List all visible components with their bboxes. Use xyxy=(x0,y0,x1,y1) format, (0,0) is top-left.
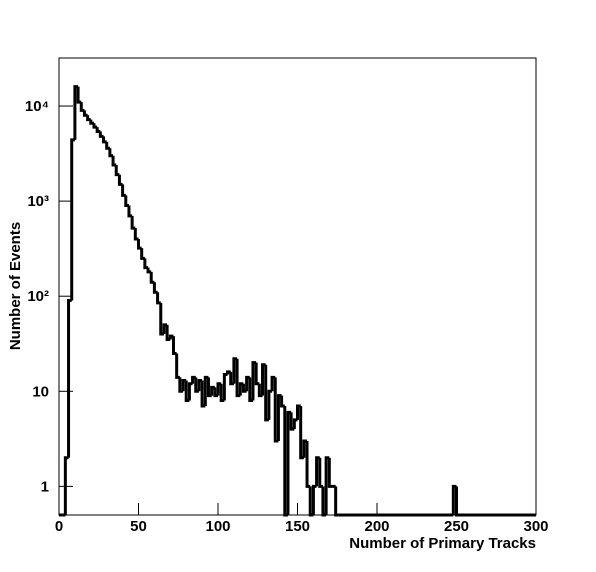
histogram-bin xyxy=(455,486,536,517)
x-tick-label: 250 xyxy=(444,518,469,535)
histogram-bin xyxy=(289,412,295,431)
histogram-bin xyxy=(311,484,317,515)
y-tick-label: 10² xyxy=(27,288,49,305)
histogram-bin xyxy=(102,136,107,144)
histogram-bin xyxy=(299,406,304,460)
y-tick-label: 10³ xyxy=(27,193,49,210)
histogram-bin xyxy=(140,248,145,260)
histogram-bin xyxy=(216,382,222,396)
histogram-bin xyxy=(159,302,164,336)
histogram-bin xyxy=(318,457,323,488)
histogram-bin xyxy=(162,323,168,335)
histogram-bin xyxy=(133,228,139,241)
histogram-bin xyxy=(152,282,158,294)
histogram-bin xyxy=(175,353,180,379)
histogram-bin xyxy=(286,410,292,515)
histogram-bin xyxy=(222,373,228,401)
histogram-bin xyxy=(130,215,136,230)
histogram-bin xyxy=(273,377,279,443)
histogram-bin xyxy=(114,164,120,177)
histogram-bin xyxy=(168,334,174,340)
histogram-bin xyxy=(92,123,98,129)
y-axis-label: Number of Events xyxy=(7,222,24,350)
x-tick-label: 300 xyxy=(523,518,548,535)
histogram-bin xyxy=(86,115,91,122)
histogram-bin xyxy=(334,486,339,517)
histogram-bin xyxy=(137,238,142,250)
histogram-bin xyxy=(67,299,72,458)
y-tick-label: 10 xyxy=(32,383,49,400)
histogram-bin xyxy=(124,195,129,207)
histogram-bin xyxy=(280,395,285,408)
histogram-bin xyxy=(98,131,104,138)
x-tick-label: 50 xyxy=(130,518,147,535)
histogram-bin xyxy=(171,336,177,355)
histogram-bin xyxy=(238,382,244,396)
histogram-bin xyxy=(117,174,123,186)
y-tick-label: 10⁴ xyxy=(25,98,49,115)
histogram-bin xyxy=(296,404,301,420)
y-tick-label: 1 xyxy=(41,478,49,495)
histogram-bin xyxy=(95,127,101,133)
histogram-bin xyxy=(146,267,152,274)
histogram-bin xyxy=(305,441,311,488)
histogram-bin xyxy=(127,205,133,218)
x-tick-label: 200 xyxy=(364,518,389,535)
histogram-bin xyxy=(79,102,85,112)
histogram-bin xyxy=(63,456,69,515)
histogram-bin xyxy=(267,389,273,420)
histogram-bin xyxy=(254,362,260,386)
histogram-bin xyxy=(105,141,110,150)
histogram-bin xyxy=(149,271,155,284)
histogram-bin xyxy=(327,457,333,488)
x-tick-label: 0 xyxy=(55,518,63,535)
histogram-bin xyxy=(292,418,298,430)
histogram-bin xyxy=(187,382,193,401)
histogram-bin xyxy=(108,148,114,158)
plot-frame xyxy=(58,57,537,516)
x-tick-label: 100 xyxy=(205,518,230,535)
histogram-bin xyxy=(70,138,75,301)
histogram-bin xyxy=(121,184,126,197)
histogram-bin xyxy=(276,394,282,442)
histogram-bin xyxy=(451,484,457,515)
histogram-bin xyxy=(82,110,88,117)
histogram-bin xyxy=(111,155,117,167)
histogram-bin xyxy=(89,119,94,125)
histogram-bin xyxy=(226,370,231,375)
x-axis-label: Number of Primary Tracks xyxy=(349,535,536,552)
histogram-bin xyxy=(76,86,82,104)
histogram-bin xyxy=(156,292,161,305)
x-tick-label: 150 xyxy=(285,518,310,535)
histogram-bin xyxy=(143,258,149,270)
histogram-bin xyxy=(73,85,79,140)
